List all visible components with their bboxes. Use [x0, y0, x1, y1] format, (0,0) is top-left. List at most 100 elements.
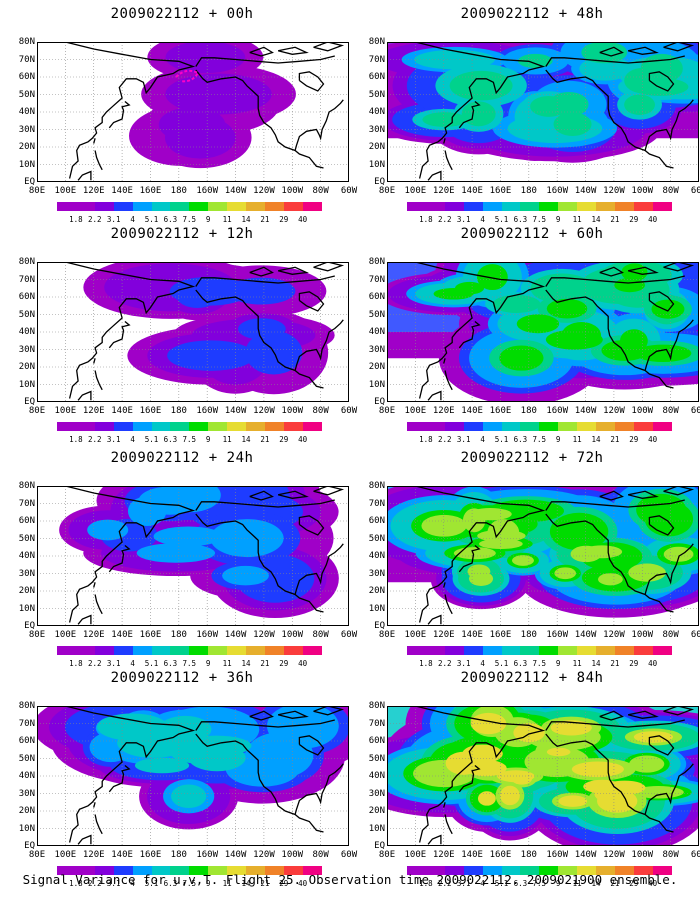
lon-label: 160W: [196, 406, 219, 416]
colorbar-swatch: [246, 646, 265, 655]
coastline: [545, 733, 674, 833]
colorbar-swatch: [482, 646, 502, 655]
lon-label: 140E: [461, 406, 483, 416]
colorbar-label: 14: [591, 879, 601, 888]
coastline: [415, 261, 546, 399]
colorbar-swatch: [113, 646, 133, 655]
colorbar-label: 9: [555, 879, 561, 888]
lat-label: 70N: [368, 54, 385, 65]
colorbar-swatch: [227, 202, 247, 211]
lon-label: 160W: [196, 850, 219, 860]
lon-label: 100E: [54, 406, 77, 416]
lon-label: 80E: [378, 850, 396, 860]
lat-label: 30N: [18, 788, 35, 799]
colorbar-label: 6.3: [513, 879, 528, 888]
variance-contour: [462, 508, 486, 533]
lat-label: 80N: [368, 257, 385, 267]
colorbar-swatch: [614, 422, 634, 431]
lat-label: 20N: [368, 586, 385, 596]
lat-label: 20N: [18, 142, 35, 152]
coastline: [277, 490, 309, 499]
lon-label: 80E: [28, 406, 46, 416]
colorbar-label: 7.5: [532, 215, 547, 224]
colorbar-swatch: [264, 646, 284, 655]
colorbar-swatch: [283, 422, 303, 431]
colorbar-label: 7.5: [182, 215, 197, 224]
colorbar-label: 3.1: [456, 879, 471, 888]
colorbar-label: 7.5: [182, 435, 197, 444]
colorbar-swatch: [264, 866, 284, 875]
lat-label: 80N: [368, 37, 385, 47]
colorbar-swatch: [113, 202, 133, 211]
lon-label: 100W: [631, 406, 654, 416]
coastline: [298, 735, 325, 756]
panel-title: 2009022112 + 00h: [110, 6, 254, 22]
coastline: [599, 710, 624, 721]
colorbar-label: 7.5: [532, 879, 547, 888]
lon-label: 180: [520, 850, 537, 860]
coastline: [644, 99, 694, 151]
colorbar-swatch: [75, 422, 95, 431]
colorbar-swatch: [425, 202, 445, 211]
colorbar-swatch: [151, 646, 171, 655]
colorbar-swatch: [407, 202, 426, 211]
lon-label: 120W: [253, 406, 275, 416]
colorbar-label: 11: [572, 879, 582, 888]
coastline: [644, 763, 694, 815]
variance-contour: [629, 755, 665, 773]
lon-label: 160E: [489, 186, 512, 196]
map-canvas: [363, 16, 700, 182]
coastline: [663, 261, 695, 272]
colorbar-swatch: [596, 202, 615, 211]
colorbar-label: 9: [555, 659, 561, 668]
colorbar-swatch: [501, 646, 521, 655]
coastline: [108, 544, 131, 573]
lon-label: 120W: [603, 406, 625, 416]
lon-label: 100W: [631, 186, 654, 196]
variance-contour: [550, 720, 592, 736]
lat-label: 30N: [18, 344, 35, 355]
colorbar-swatch: [189, 202, 209, 211]
panel-title: 2009022112 + 12h: [110, 226, 254, 242]
coastline: [427, 834, 442, 845]
lat-label: 20N: [18, 586, 35, 596]
colorbar-label: 9: [205, 879, 211, 888]
lat-label: 60N: [18, 72, 35, 82]
lat-label: 50N: [368, 89, 385, 100]
lon-label: 120E: [82, 850, 105, 860]
lat-label: 10N: [18, 603, 35, 614]
variance-contour: [433, 288, 474, 300]
lon-label: 80W: [312, 186, 329, 196]
colorbar-label: 29: [629, 659, 639, 668]
lat-label: 10N: [368, 823, 385, 834]
colorbar-swatch: [558, 646, 578, 655]
colorbar-swatch: [539, 202, 559, 211]
lon-label: 120W: [253, 850, 275, 860]
colorbar-label: 7.5: [182, 879, 197, 888]
colorbar-swatch: [463, 866, 483, 875]
forecast-panel: 2009022112 + 84h 80N 70N 60N 50N 40N 30N 20N 10N…: [344, 669, 700, 888]
lon-label: 80W: [312, 850, 329, 860]
variance-contour: [571, 761, 624, 778]
colorbar-label: 5.1: [494, 659, 509, 668]
lon-label: 160E: [489, 406, 512, 416]
colorbar: [407, 202, 672, 211]
lon-label: 180: [520, 186, 537, 196]
lat-label: 60N: [18, 516, 35, 526]
coastline: [599, 490, 624, 501]
lon-label: 140W: [574, 406, 597, 416]
variance-contour: [620, 329, 648, 353]
colorbar-swatch: [577, 866, 597, 875]
variance-map: 80N 70N 60N 50N 40N 30N 20N 10N EQ 80E 100E 120E 140…: [19, 255, 357, 416]
colorbar-label: 5.1: [144, 215, 159, 224]
coastline: [627, 490, 659, 499]
lon-label: 120E: [432, 850, 455, 860]
colorbar-swatch: [558, 422, 578, 431]
coastline: [627, 266, 659, 275]
coastline: [294, 763, 344, 815]
coastline: [77, 170, 92, 181]
colorbar-label: 21: [610, 435, 620, 444]
colorbar-swatch: [227, 866, 247, 875]
variance-contour: [164, 116, 236, 159]
lat-label: EQ: [374, 841, 385, 851]
